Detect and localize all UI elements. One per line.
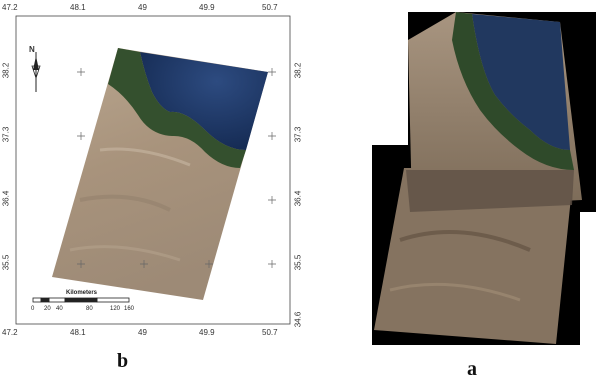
scale-value-20: 20 (44, 306, 51, 312)
scale-value-80: 80 (86, 306, 93, 312)
panel-b: 47.2 48.1 49 49.9 50.7 47.2 48.1 49 49.9… (0, 0, 320, 381)
scale-value-0: 0 (31, 306, 34, 312)
scale-value-120: 120 (110, 306, 120, 312)
scale-value-40: 40 (56, 306, 63, 312)
panel-a: a (360, 0, 600, 381)
panel-a-label: a (467, 358, 477, 381)
north-label: N (29, 45, 35, 54)
panel-b-label: b (117, 350, 128, 373)
map-b-svg (0, 0, 320, 381)
map-a-svg (360, 0, 600, 381)
scene-overlap (406, 170, 574, 212)
scale-title: Kilometers (66, 290, 97, 296)
north-arrow-icon (32, 52, 40, 92)
scale-value-160: 160 (124, 306, 134, 312)
scale-bar (33, 298, 129, 302)
